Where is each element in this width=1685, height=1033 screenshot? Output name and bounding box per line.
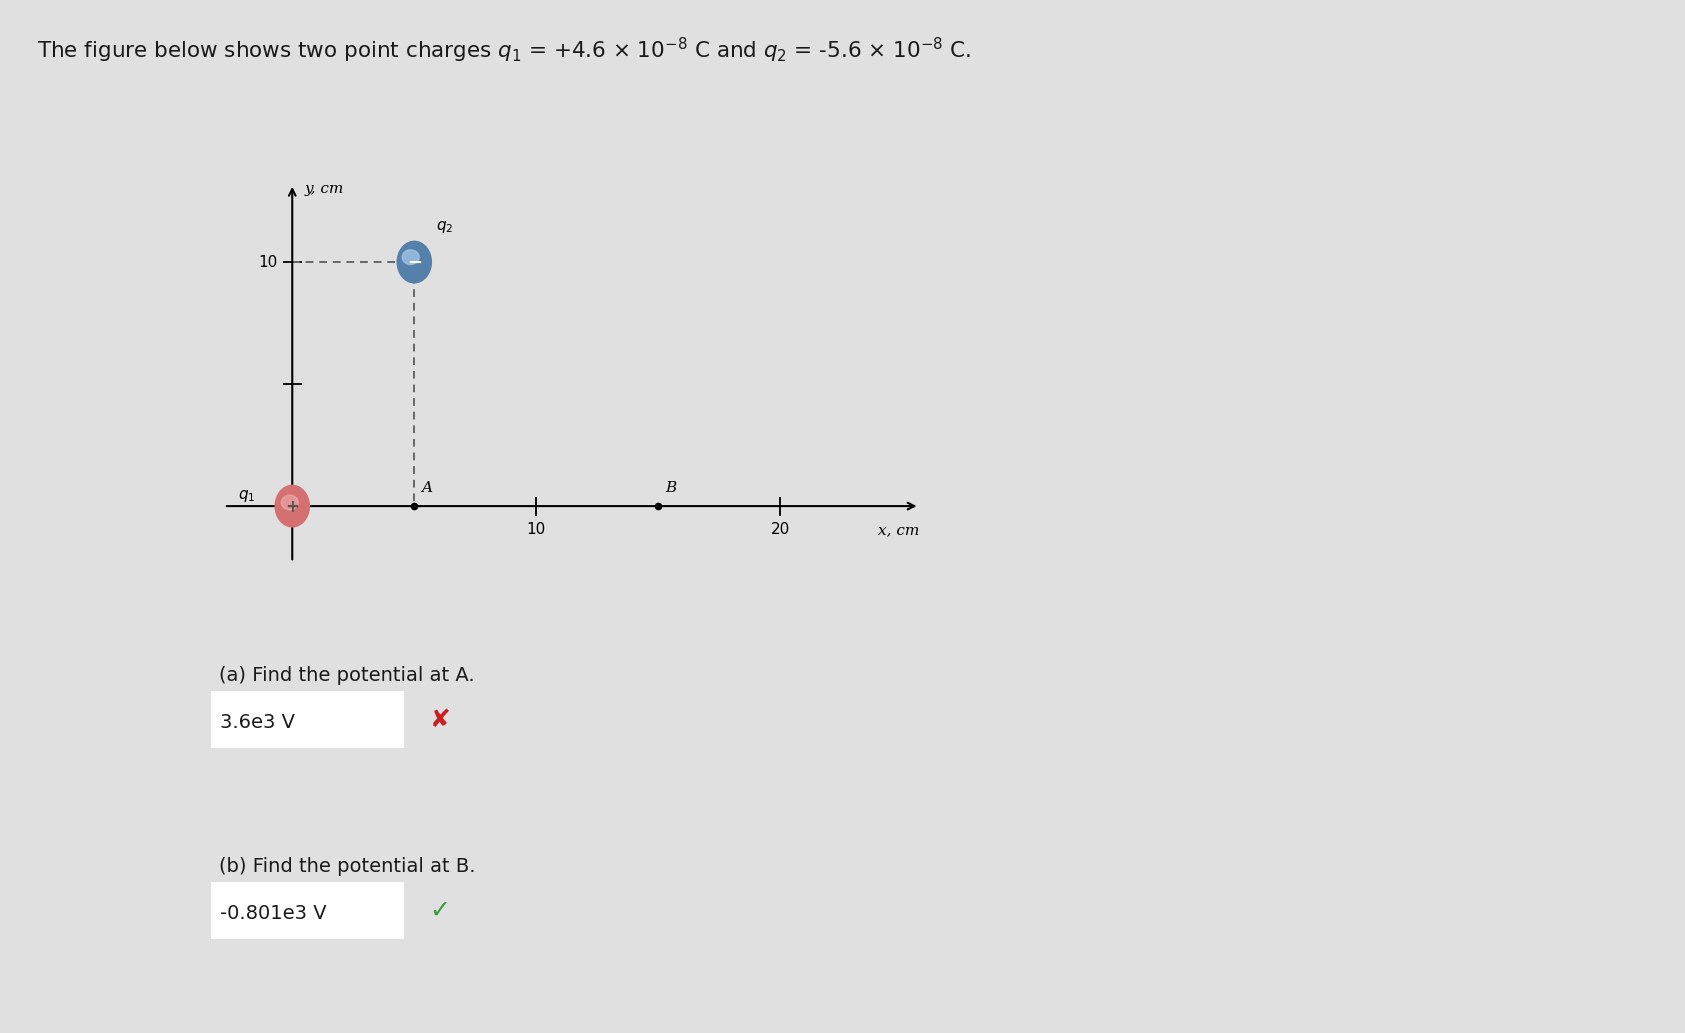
Text: −: −: [406, 254, 421, 273]
Text: -0.801e3 V: -0.801e3 V: [221, 904, 327, 922]
Text: ✓: ✓: [430, 899, 450, 924]
Text: A: A: [421, 481, 433, 495]
Text: (b) Find the potential at B.: (b) Find the potential at B.: [219, 857, 475, 876]
Text: y, cm: y, cm: [305, 182, 344, 195]
Text: $q_1$: $q_1$: [238, 489, 256, 504]
Text: 20: 20: [770, 522, 790, 537]
Text: 3.6e3 V: 3.6e3 V: [221, 713, 295, 731]
Text: +: +: [285, 498, 300, 516]
Text: B: B: [666, 481, 677, 495]
Text: ✘: ✘: [430, 708, 450, 732]
Text: x, cm: x, cm: [878, 523, 920, 537]
Ellipse shape: [398, 242, 431, 283]
Ellipse shape: [281, 495, 298, 509]
Text: The figure below shows two point charges $q_1$ = +4.6 $\times$ 10$^{-8}$ C and $: The figure below shows two point charges…: [37, 36, 971, 65]
Text: 10: 10: [258, 254, 278, 270]
Text: $q_2$: $q_2$: [436, 219, 453, 236]
Text: 10: 10: [527, 522, 546, 537]
Ellipse shape: [403, 250, 420, 264]
Ellipse shape: [275, 486, 310, 527]
Text: (a) Find the potential at A.: (a) Find the potential at A.: [219, 666, 475, 685]
